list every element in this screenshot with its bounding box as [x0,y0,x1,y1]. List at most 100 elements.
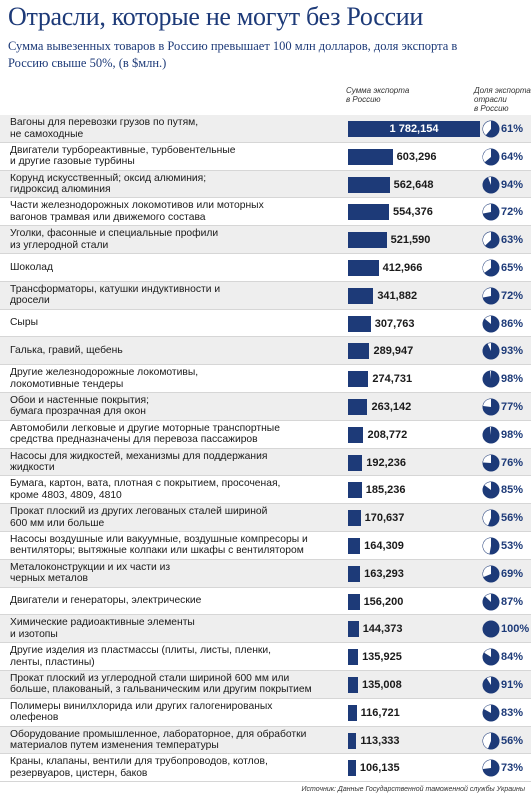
value-label: 164,309 [364,539,404,552]
value-label: 113,333 [360,734,400,747]
category-label: Галька, гравий, щебень [10,345,123,357]
category-label: Полимеры винилхлорида или других галоген… [10,700,273,724]
value-label: 170,637 [364,512,405,525]
category-label: Двигатели турбореактивные, турбовентельн… [10,144,236,168]
share-label: 93% [501,345,524,358]
share-label: 61% [501,123,524,135]
pie-rest [489,371,491,380]
share-pie [482,315,500,333]
share-pie [482,537,500,555]
share-label: 77% [501,400,524,413]
row: Уголки, фасонные и специальные профили и… [0,226,531,254]
value-label: 135,008 [361,678,402,691]
row: Трансформаторы, катушки индуктивности и … [0,281,531,310]
share-label: 100% [501,623,530,636]
row: Шоколад 412,966 65% [0,254,531,282]
value-label: 289,947 [373,345,414,358]
share-label: 65% [501,261,524,274]
value-label: 341,882 [377,289,418,302]
value-label: 521,590 [390,234,431,247]
source: Источник: Данные Государственной таможен… [301,786,525,793]
share-pie [482,231,500,249]
row: Галька, гравий, щебень 289,947 93% [0,337,531,366]
row: Двигатели турбореактивные, турбовентельн… [0,143,531,171]
pie-rest [484,482,491,491]
row: Сыры 307,763 86% [0,310,531,338]
bar [348,287,374,304]
value-label: 156,200 [363,595,404,608]
category-label: Насосы воздушные или вакуумные, воздушны… [10,533,308,557]
share-pie [482,676,500,694]
category-label: Корунд искусственный; оксид алюминия; ги… [10,172,207,196]
share-pie [482,176,500,194]
pie-rest [483,121,491,136]
row: Краны, клапаны, вентили для трубопроводо… [0,754,531,783]
pie-rest [483,537,491,554]
pie-rest [488,176,491,185]
value-label: 263,142 [371,400,412,413]
share-pie [482,398,500,416]
share-label: 85% [501,484,524,497]
bar [348,343,370,360]
row: Вагоны для перевозки грузов по путям, не… [0,115,531,143]
share-pie [482,593,500,611]
pie-rest [484,649,491,658]
share-pie [482,759,500,777]
title: Отрасли, которые не могут без России [8,2,423,31]
share-pie [482,342,500,360]
category-label: Уголки, фасонные и специальные профили и… [10,228,219,251]
bar [348,482,362,499]
share-pie [482,620,500,638]
share-label: 64% [501,150,524,163]
pie-rest [485,593,491,602]
category-label: Металоконструкции и их части из черных м… [10,561,171,585]
category-label: Вагоны для перевозки грузов по путям, не… [10,117,199,140]
share-label: 53% [501,539,524,552]
share-pie [482,565,500,583]
bar [348,426,364,443]
row: Полимеры винилхлорида или других галоген… [0,699,531,727]
value-label: 135,925 [362,651,402,664]
subtitle: Сумма вывезенных товаров в Россию превыш… [8,39,458,70]
pie-rest [483,148,491,162]
bar [348,259,379,276]
share-label: 84% [501,651,524,664]
bar [348,204,390,221]
pie-rest [483,510,491,526]
category-label: Шоколад [10,261,54,273]
share-label: 98% [501,373,524,386]
share-label: 76% [501,456,524,469]
category-label: Автомобили легковые и другие моторные тр… [10,422,280,446]
column-header: Доля экспорта отрасли в Россию [474,86,531,113]
bar [348,676,358,693]
pie-rest [486,676,491,685]
value-label: 554,376 [393,206,433,219]
share-pie [482,148,500,166]
share-label: 98% [501,428,524,441]
category-label: Краны, клапаны, вентили для трубопроводо… [10,756,268,779]
category-label: Бумага, картон, вата, плотная с покрытие… [10,478,281,501]
category-label: Другие железнодорожные локомотивы, локом… [10,367,199,390]
pie-rest [487,343,491,352]
share-label: 56% [501,734,524,747]
value-label: 603,296 [396,150,437,163]
share-label: 56% [501,512,524,525]
share-pie [482,203,500,221]
pie-rest [489,426,491,435]
pie-rest [484,315,491,324]
share-label: 63% [501,234,524,247]
category-label: Прокат плоский из других легованых стале… [10,506,268,529]
share-label: 86% [501,317,524,330]
share-pie [482,426,500,444]
pie-rest [483,565,491,577]
share-label: 87% [501,595,524,608]
category-label: Оборудование промышленное, лабораторное,… [10,728,307,752]
category-label: Другие изделия из пластмассы (плиты, лис… [10,645,272,668]
bar [348,232,387,249]
pie-rest [483,204,491,214]
row: Автомобили легковые и другие моторные тр… [0,421,531,449]
value-label: 307,763 [374,317,415,330]
bar [348,649,359,666]
pie-rest [483,232,491,246]
bar [348,593,360,610]
